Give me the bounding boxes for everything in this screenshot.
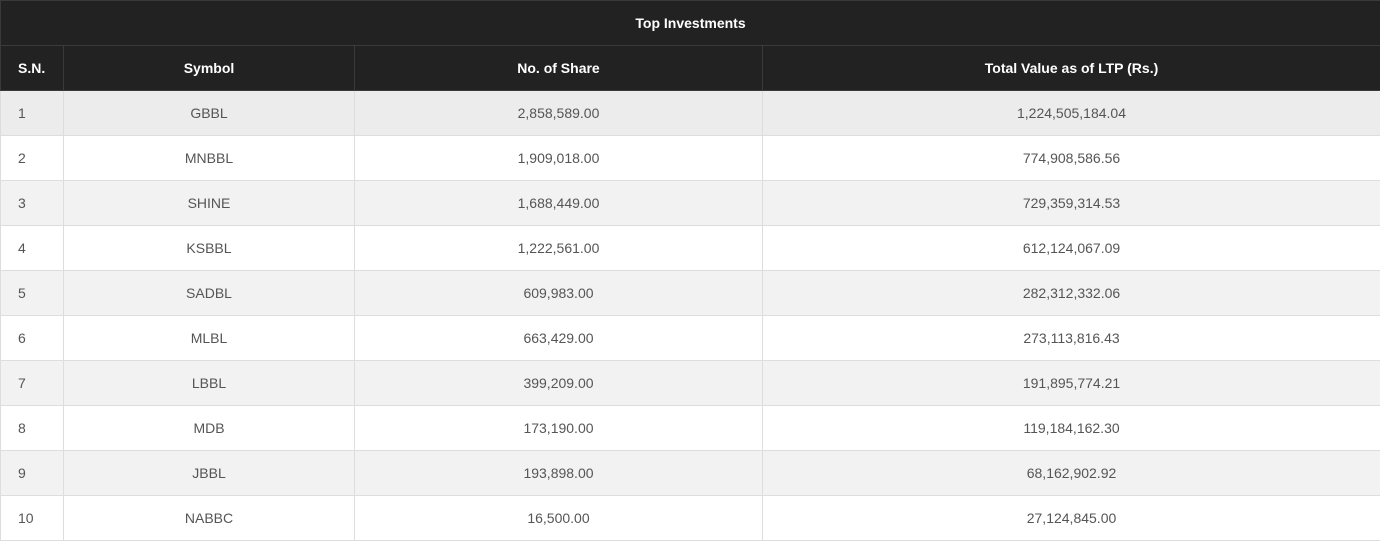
table-title: Top Investments (0, 0, 1380, 46)
cell-sn: 9 (0, 450, 64, 496)
cell-value: 27,124,845.00 (761, 495, 1380, 541)
cell-value: 1,224,505,184.04 (761, 90, 1380, 136)
column-header-value: Total Value as of LTP (Rs.) (761, 45, 1380, 91)
table-row: 3 SHINE 1,688,449.00 729,359,314.53 (0, 180, 1380, 226)
cell-value: 191,895,774.21 (761, 360, 1380, 406)
table-row: 2 MNBBL 1,909,018.00 774,908,586.56 (0, 135, 1380, 181)
table-title-row: Top Investments (0, 0, 1380, 46)
cell-symbol: SADBL (63, 270, 355, 316)
cell-value: 282,312,332.06 (761, 270, 1380, 316)
cell-symbol: JBBL (63, 450, 355, 496)
cell-shares: 16,500.00 (354, 495, 763, 541)
cell-sn: 3 (0, 180, 64, 226)
cell-value: 273,113,816.43 (761, 315, 1380, 361)
cell-shares: 193,898.00 (354, 450, 763, 496)
table-body: 1 GBBL 2,858,589.00 1,224,505,184.04 2 M… (0, 90, 1380, 541)
cell-value: 68,162,902.92 (761, 450, 1380, 496)
cell-shares: 663,429.00 (354, 315, 763, 361)
table-head: Top Investments S.N. Symbol No. of Share… (0, 0, 1380, 91)
column-header-row: S.N. Symbol No. of Share Total Value as … (0, 45, 1380, 91)
cell-symbol: GBBL (63, 90, 355, 136)
cell-symbol: SHINE (63, 180, 355, 226)
cell-sn: 8 (0, 405, 64, 451)
cell-sn: 10 (0, 495, 64, 541)
cell-shares: 1,909,018.00 (354, 135, 763, 181)
cell-shares: 173,190.00 (354, 405, 763, 451)
table-row: 4 KSBBL 1,222,561.00 612,124,067.09 (0, 225, 1380, 271)
cell-sn: 2 (0, 135, 64, 181)
cell-symbol: MDB (63, 405, 355, 451)
cell-shares: 399,209.00 (354, 360, 763, 406)
cell-shares: 1,222,561.00 (354, 225, 763, 271)
cell-sn: 1 (0, 90, 64, 136)
cell-shares: 609,983.00 (354, 270, 763, 316)
table-row: 8 MDB 173,190.00 119,184,162.30 (0, 405, 1380, 451)
cell-symbol: MLBL (63, 315, 355, 361)
cell-value: 612,124,067.09 (761, 225, 1380, 271)
table-row: 5 SADBL 609,983.00 282,312,332.06 (0, 270, 1380, 316)
cell-shares: 1,688,449.00 (354, 180, 763, 226)
cell-sn: 4 (0, 225, 64, 271)
column-header-shares: No. of Share (354, 45, 763, 91)
table-row: 10 NABBC 16,500.00 27,124,845.00 (0, 495, 1380, 541)
cell-shares: 2,858,589.00 (354, 90, 763, 136)
cell-value: 119,184,162.30 (761, 405, 1380, 451)
table-row: 6 MLBL 663,429.00 273,113,816.43 (0, 315, 1380, 361)
cell-sn: 6 (0, 315, 64, 361)
column-header-symbol: Symbol (63, 45, 355, 91)
cell-value: 729,359,314.53 (761, 180, 1380, 226)
column-header-sn: S.N. (0, 45, 64, 91)
table-row: 7 LBBL 399,209.00 191,895,774.21 (0, 360, 1380, 406)
cell-symbol: MNBBL (63, 135, 355, 181)
table-row: 9 JBBL 193,898.00 68,162,902.92 (0, 450, 1380, 496)
table-row: 1 GBBL 2,858,589.00 1,224,505,184.04 (0, 90, 1380, 136)
cell-value: 774,908,586.56 (761, 135, 1380, 181)
cell-sn: 7 (0, 360, 64, 406)
cell-sn: 5 (0, 270, 64, 316)
cell-symbol: NABBC (63, 495, 355, 541)
cell-symbol: LBBL (63, 360, 355, 406)
cell-symbol: KSBBL (63, 225, 355, 271)
